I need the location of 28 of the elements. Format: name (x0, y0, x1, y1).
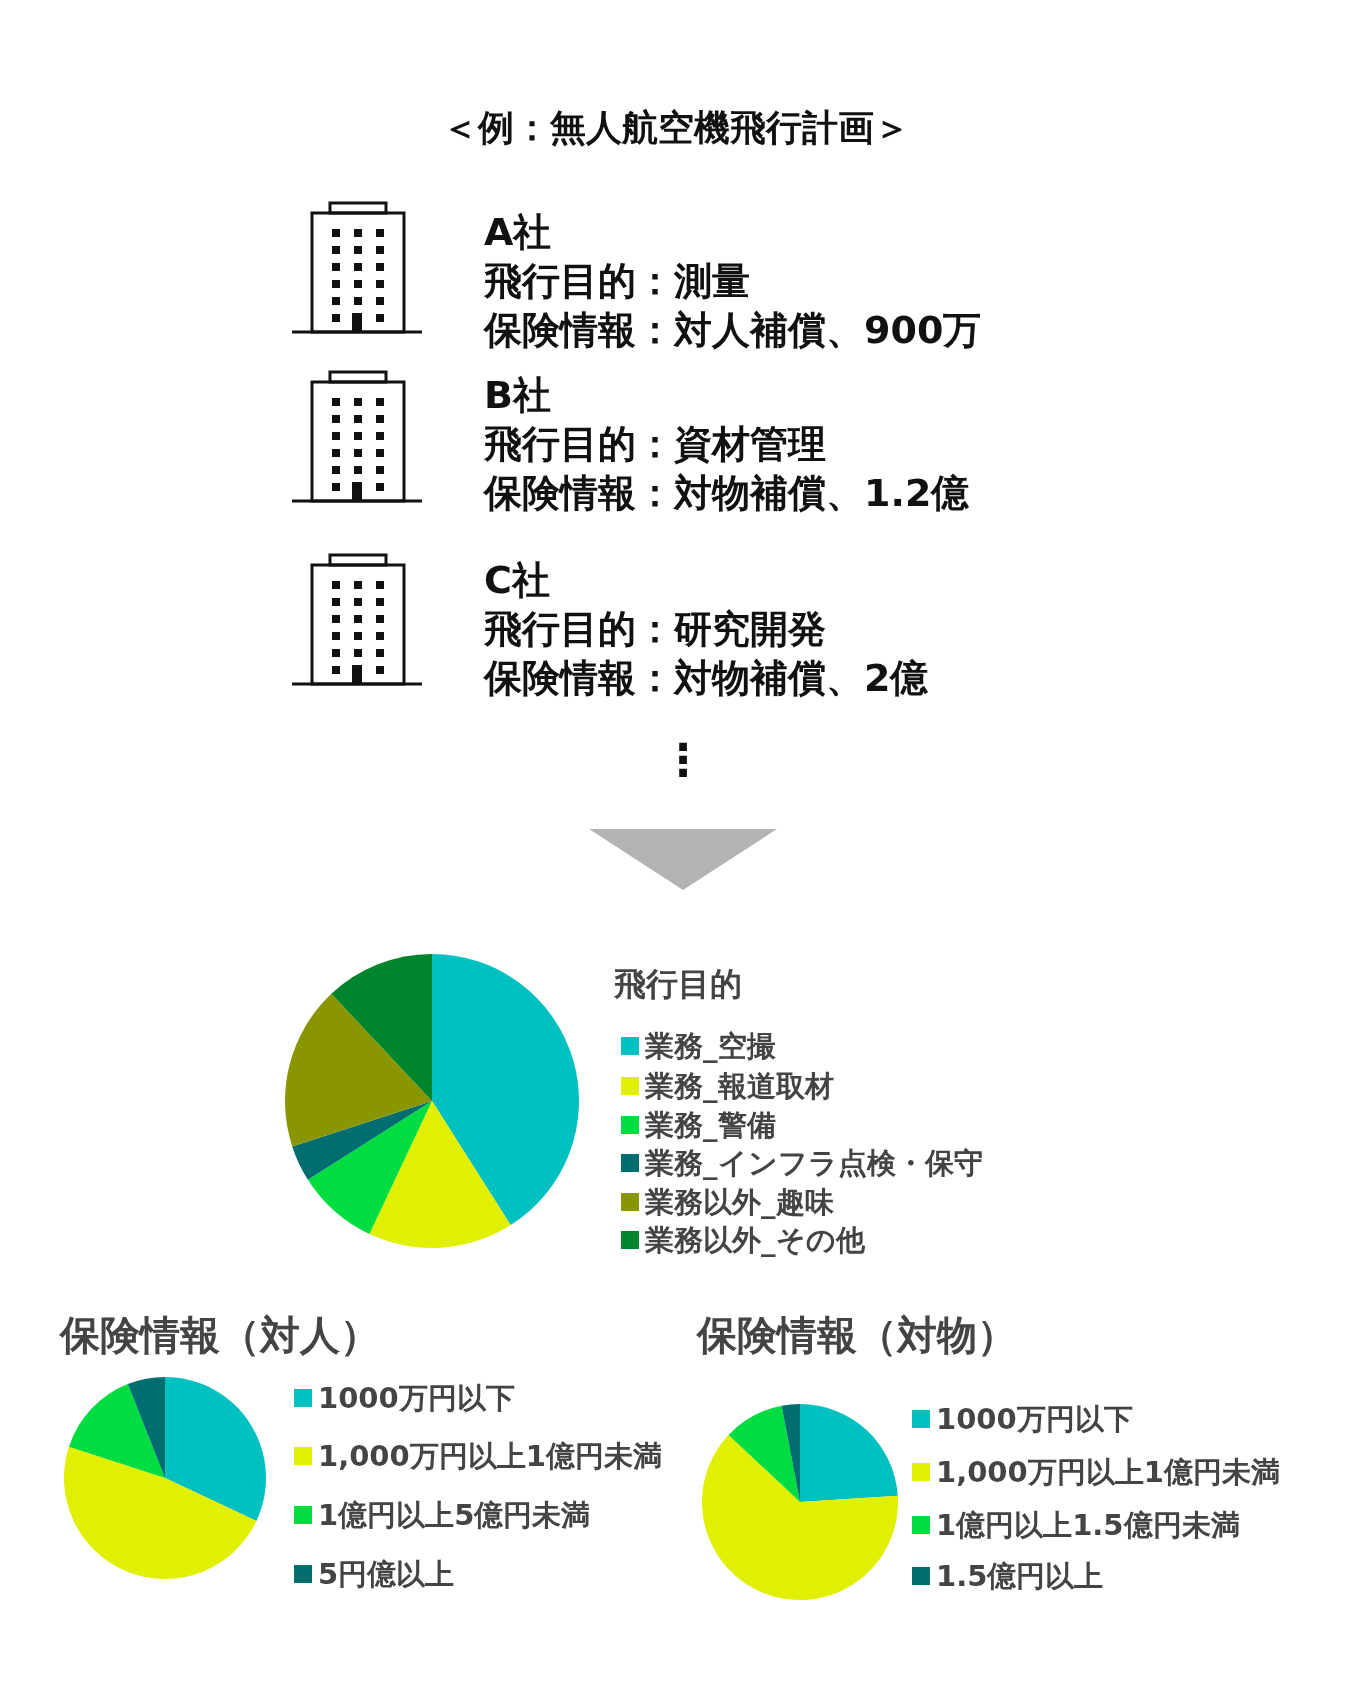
legend-label: 1,000万円以上1億円未満 (318, 1439, 662, 1473)
legend-label: 業務_インフラ点検・保守 (644, 1146, 983, 1180)
legend-label: 業務以外_趣味 (644, 1185, 835, 1219)
legend-label: 業務以外_その他 (644, 1223, 866, 1257)
text: C社 (484, 558, 550, 602)
legend-label: 1000万円以下 (936, 1402, 1133, 1436)
text: B社 (484, 373, 551, 417)
text: 飛行目的：測量 (483, 259, 750, 303)
chart-title: 飛行目的 (613, 965, 742, 1003)
chart-title: 保険情報（対物） (695, 1312, 1017, 1358)
text: 保険情報：対物補償、2億 (482, 656, 930, 700)
text: 保険情報：対人補償、900万 (482, 308, 982, 352)
legend-label: 5円億以上 (318, 1557, 455, 1591)
legend-label: 1億円以上5億円未満 (318, 1498, 591, 1532)
text: ＜例：無人航空機飛行計画＞ (442, 107, 910, 148)
legend-label: 1.5億円以上 (936, 1559, 1104, 1593)
legend-label: 1,000万円以上1億円未満 (936, 1455, 1280, 1489)
text: 保険情報：対物補償、1.2億 (482, 471, 971, 515)
legend-label: 業務_空撮 (644, 1029, 777, 1063)
legend-label: 業務_警備 (644, 1108, 776, 1142)
text: ⋮ (661, 734, 705, 785)
text: A社 (484, 210, 552, 254)
text: 飛行目的：資材管理 (483, 422, 826, 466)
text: 飛行目的：研究開発 (483, 607, 826, 651)
legend-label: 業務_報道取材 (644, 1069, 834, 1103)
chart-title: 保険情報（対人） (58, 1312, 380, 1358)
legend-label: 1000万円以下 (318, 1381, 515, 1415)
legend-label: 1億円以上1.5億円未満 (936, 1508, 1240, 1542)
